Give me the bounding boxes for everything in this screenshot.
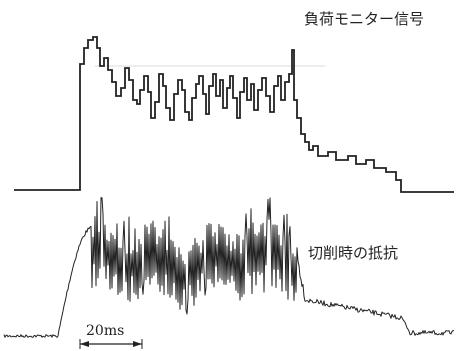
time-scale-bar xyxy=(79,339,143,349)
cutting-resistance-trace xyxy=(3,197,455,338)
load-monitor-label: 負荷モニター信号 xyxy=(304,10,424,28)
cutting-resistance-label: 切削時の抵抗 xyxy=(308,244,398,262)
load-monitor-trace xyxy=(14,36,454,193)
time-scale-label: 20ms xyxy=(86,323,124,339)
